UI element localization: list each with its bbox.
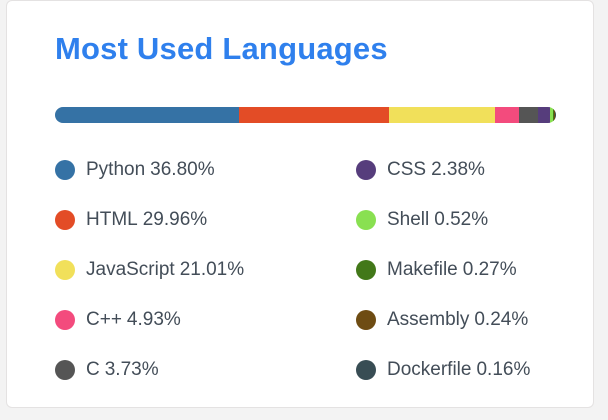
language-percentage: 36.80% — [150, 159, 215, 180]
legend-dot-icon — [356, 310, 376, 330]
legend-label: Shell 0.52% — [387, 209, 488, 231]
languages-card: Most Used Languages Python 36.80% HTML 29.9… — [6, 0, 594, 408]
language-percentage: 4.93% — [126, 309, 181, 330]
language-name: CSS — [387, 159, 427, 180]
legend-dot-icon — [55, 360, 75, 380]
legend-dot-icon — [55, 260, 75, 280]
legend-dot-icon — [356, 360, 376, 380]
legend-label: C 3.73% — [86, 359, 159, 381]
language-progress-bar — [55, 107, 556, 123]
legend-label: CSS 2.38% — [387, 159, 485, 181]
legend-item-assembly: Assembly 0.24% — [356, 308, 528, 332]
bar-segment-c- — [494, 107, 520, 123]
language-name: HTML — [86, 209, 138, 230]
legend-item-shell: Shell 0.52% — [356, 208, 488, 232]
legend-label: Makefile 0.27% — [387, 259, 517, 281]
legend-item-html: HTML 29.96% — [55, 208, 207, 232]
language-name: C++ — [86, 309, 122, 330]
card-title: Most Used Languages — [55, 31, 388, 66]
bar-segment-html — [239, 107, 390, 123]
language-percentage: 2.38% — [431, 159, 485, 180]
language-percentage: 29.96% — [142, 209, 208, 230]
language-percentage: 0.24% — [474, 309, 529, 330]
legend-item-c: C 3.73% — [55, 358, 159, 382]
legend-dot-icon — [356, 160, 376, 180]
legend-item-python: Python 36.80% — [55, 158, 215, 182]
language-name: Shell — [387, 209, 430, 230]
legend-item-javascript: JavaScript 21.01% — [55, 258, 244, 282]
bar-segment-assembly — [553, 107, 556, 123]
bar-segment-dockerfile — [555, 107, 556, 123]
bar-segment-python — [55, 107, 240, 123]
legend-label: Python 36.80% — [86, 159, 215, 181]
legend-dot-icon — [55, 160, 75, 180]
legend-label: JavaScript 21.01% — [86, 259, 244, 281]
legend-label: HTML 29.96% — [86, 209, 207, 231]
legend-label: C++ 4.93% — [86, 309, 181, 331]
language-name: JavaScript — [86, 259, 175, 280]
legend-item-c-: C++ 4.93% — [55, 308, 181, 332]
legend-dot-icon — [356, 260, 376, 280]
bar-segment-c — [519, 107, 539, 123]
legend-dot-icon — [55, 210, 75, 230]
language-name: Dockerfile — [387, 359, 472, 380]
language-name: C — [86, 359, 100, 380]
bar-segment-shell — [549, 107, 553, 123]
bar-segment-makefile — [552, 107, 554, 123]
language-name: Makefile — [387, 259, 458, 280]
legend-item-css: CSS 2.38% — [356, 158, 485, 182]
legend-dot-icon — [55, 310, 75, 330]
language-percentage: 0.27% — [462, 259, 517, 280]
language-percentage: 21.01% — [179, 259, 245, 280]
language-percentage: 0.52% — [434, 209, 489, 230]
legend-item-makefile: Makefile 0.27% — [356, 258, 517, 282]
language-name: Assembly — [387, 309, 470, 330]
language-name: Python — [86, 159, 146, 180]
legend-dot-icon — [356, 210, 376, 230]
bar-segment-javascript — [389, 107, 495, 123]
language-percentage: 3.73% — [104, 359, 159, 380]
legend-label: Dockerfile 0.16% — [387, 359, 530, 381]
legend-item-dockerfile: Dockerfile 0.16% — [356, 358, 530, 382]
bar-segment-css — [538, 107, 550, 123]
language-percentage: 0.16% — [476, 359, 531, 380]
legend-label: Assembly 0.24% — [387, 309, 528, 331]
